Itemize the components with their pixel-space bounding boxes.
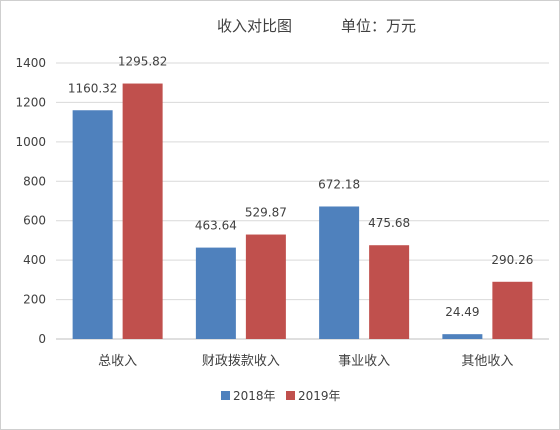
- bar-3-1: [492, 281, 533, 339]
- legend-swatch: [221, 391, 230, 400]
- chart-unit-label: 单位：万元: [341, 17, 416, 35]
- bars: [72, 83, 533, 340]
- category-label: 其他收入: [461, 354, 513, 369]
- data-label: 672.18: [318, 177, 360, 191]
- legend: 2018年 2019年: [221, 389, 341, 403]
- data-label: 1160.32: [68, 81, 118, 95]
- y-axis-ticks: 0 200 400 600 800 1000 1200 1400: [15, 56, 46, 346]
- data-label: 24.49: [445, 305, 479, 319]
- bar-0-1: [122, 83, 163, 339]
- chart-title: 收入对比图: [217, 17, 292, 35]
- y-tick-label: 1200: [15, 95, 46, 109]
- bar-1-1: [245, 234, 286, 339]
- data-label: 1295.82: [118, 55, 168, 69]
- bar-3-0: [442, 334, 483, 339]
- bar-2-0: [319, 206, 360, 339]
- category-label: 财政拨款收入: [202, 354, 280, 369]
- data-label: 463.64: [195, 219, 237, 233]
- legend-label: 2018年: [233, 389, 276, 403]
- x-axis-categories: 总收入 财政拨款收入 事业收入 其他收入: [98, 354, 513, 369]
- data-label: 529.87: [245, 206, 287, 220]
- y-tick-label: 800: [23, 174, 46, 188]
- y-tick-label: 1000: [15, 135, 46, 149]
- y-tick-label: 0: [38, 332, 46, 346]
- data-label: 475.68: [368, 216, 410, 230]
- category-label: 总收入: [98, 354, 137, 369]
- y-tick-label: 400: [23, 253, 46, 267]
- bar-0-0: [72, 110, 113, 340]
- y-tick-label: 600: [23, 214, 46, 228]
- y-tick-label: 1400: [15, 56, 46, 70]
- legend-swatch: [286, 391, 295, 400]
- category-label: 事业收入: [338, 354, 390, 369]
- data-label: 290.26: [491, 253, 533, 267]
- legend-label: 2019年: [298, 389, 341, 403]
- bar-1-0: [195, 247, 236, 339]
- bar-2-1: [369, 245, 410, 339]
- y-tick-label: 200: [23, 293, 46, 307]
